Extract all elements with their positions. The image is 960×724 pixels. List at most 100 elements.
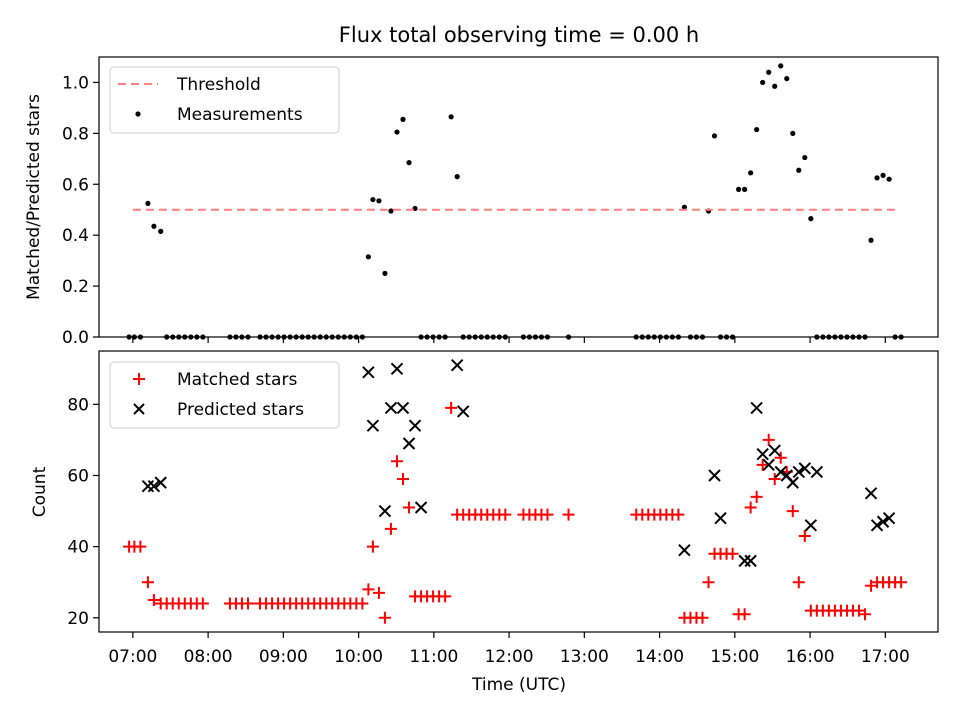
- measurements-series: [126, 63, 904, 340]
- measurement-point: [711, 133, 718, 139]
- matched-star-point: [362, 583, 375, 596]
- predicted-star-point: [882, 511, 896, 525]
- measurement-point: [886, 176, 892, 182]
- matched-star-point: [378, 611, 391, 624]
- top-y-tick-label: 0.2: [62, 277, 89, 297]
- matched-star-point: [744, 501, 757, 514]
- predicted-star-point: [804, 519, 818, 532]
- matched-star-point: [141, 576, 154, 589]
- measurement-point: [394, 129, 400, 135]
- predicted-star-point: [362, 366, 375, 379]
- predicted-star-point: [147, 479, 161, 493]
- measurement-point: [766, 69, 772, 75]
- bottom-y-tick-label: 80: [67, 395, 89, 415]
- bottom-y-tick-label: 20: [67, 609, 89, 629]
- matched-star-point: [356, 597, 369, 610]
- top-y-tick-label: 1.0: [62, 73, 89, 93]
- predicted-star-point: [378, 504, 392, 518]
- measurement-point: [790, 130, 796, 136]
- measurement-point: [681, 204, 688, 210]
- measurement-point: [388, 208, 394, 214]
- matched-star-point: [403, 501, 416, 514]
- matched-star-point: [147, 593, 160, 606]
- predicted-star-point: [141, 479, 155, 493]
- predicted-star-point: [678, 543, 691, 557]
- matched-star-point: [396, 473, 409, 486]
- measurement-point: [365, 254, 371, 260]
- x-tick-label: 10:00: [334, 647, 383, 667]
- measurement-point: [784, 76, 790, 82]
- predicted-star-point: [408, 419, 422, 432]
- predicted-star-point: [384, 401, 398, 415]
- predicted-star-point: [792, 465, 806, 479]
- measurement-point: [868, 237, 874, 243]
- predicted-star-point: [456, 405, 470, 418]
- predicted-star-point: [744, 554, 757, 568]
- top-y-tick-label: 0.4: [62, 226, 89, 246]
- matched-star-point: [798, 529, 811, 542]
- x-tick-label: 09:00: [259, 647, 308, 667]
- matched-star-point: [756, 458, 769, 471]
- x-tick-label: 12:00: [485, 647, 534, 667]
- predicted-star-point: [708, 469, 721, 482]
- measurement-point: [796, 167, 802, 173]
- predicted-star-point: [396, 401, 410, 415]
- measurement-point: [808, 216, 814, 222]
- measurement-point: [370, 196, 376, 203]
- predicted-star-point: [756, 447, 769, 461]
- predicted-star-point: [750, 401, 763, 415]
- matched-star-point: [241, 597, 254, 610]
- top-y-tick-label: 0.8: [62, 124, 89, 144]
- legend-measurements-label: Measurements: [177, 105, 303, 125]
- legend-matched-label: Matched stars: [177, 370, 297, 390]
- matched-star-point: [439, 590, 452, 603]
- matched-star-point: [702, 576, 715, 589]
- matched-star-point: [750, 490, 763, 503]
- legend-matched-swatch: [133, 373, 145, 385]
- matched-star-point: [774, 451, 787, 464]
- bottom-y-tick-label: 40: [67, 538, 89, 558]
- legend-predicted-swatch: [133, 403, 145, 415]
- top-x-ticks: [132, 337, 886, 343]
- measurement-point: [145, 200, 151, 206]
- measurement-point: [400, 116, 406, 122]
- matched-star-point: [196, 597, 209, 610]
- legend-threshold-label: Threshold: [176, 75, 261, 95]
- predicted-star-point: [864, 487, 878, 500]
- x-tick-label: 17:00: [861, 647, 910, 667]
- measurement-point: [772, 83, 778, 89]
- bottom-y-axis-label: Count: [30, 466, 50, 517]
- matched-star-point: [696, 611, 709, 624]
- top-legend-box: [109, 66, 340, 134]
- top-y-tick-label: 0.6: [62, 175, 89, 195]
- bottom-x-axis: 07:00 08:00 09:00 10:00 11:00 12:00 13:00 14:00…: [108, 632, 910, 667]
- measurement-point: [382, 270, 388, 276]
- legend-predicted-label: Predicted stars: [177, 400, 304, 420]
- ratio-panel: 0.0 0.2 0.4 0.6 0.8 1.0 Matched/Predicted sta…: [24, 56, 939, 348]
- predicted-star-point: [774, 465, 787, 479]
- matched-star-point: [726, 547, 739, 560]
- top-y-axis: 0.0 0.2 0.4 0.6 0.8 1.0: [62, 73, 99, 348]
- measurement-point: [760, 79, 766, 86]
- matched-star-point: [859, 608, 872, 621]
- predicted-star-point: [786, 476, 799, 489]
- bottom-legend-box: [109, 361, 340, 429]
- matched-star-point: [786, 505, 799, 518]
- top-axes-frame: [98, 56, 939, 338]
- matched-star-point: [134, 540, 147, 553]
- matched-star-point: [541, 508, 554, 521]
- measurement-point: [748, 170, 754, 176]
- measurement-point: [151, 223, 157, 229]
- measurement-point: [735, 186, 742, 192]
- matched-star-point: [792, 576, 805, 589]
- x-tick-label: 15:00: [710, 647, 759, 667]
- matched-star-point: [384, 522, 397, 535]
- matched-star-point: [768, 473, 781, 486]
- predicted-star-point: [402, 437, 416, 450]
- matched-star-point: [895, 576, 908, 589]
- predicted-star-point: [450, 359, 464, 372]
- matched-star-point: [865, 579, 878, 592]
- measurement-point: [754, 126, 760, 133]
- matched-stars-series: [123, 401, 908, 624]
